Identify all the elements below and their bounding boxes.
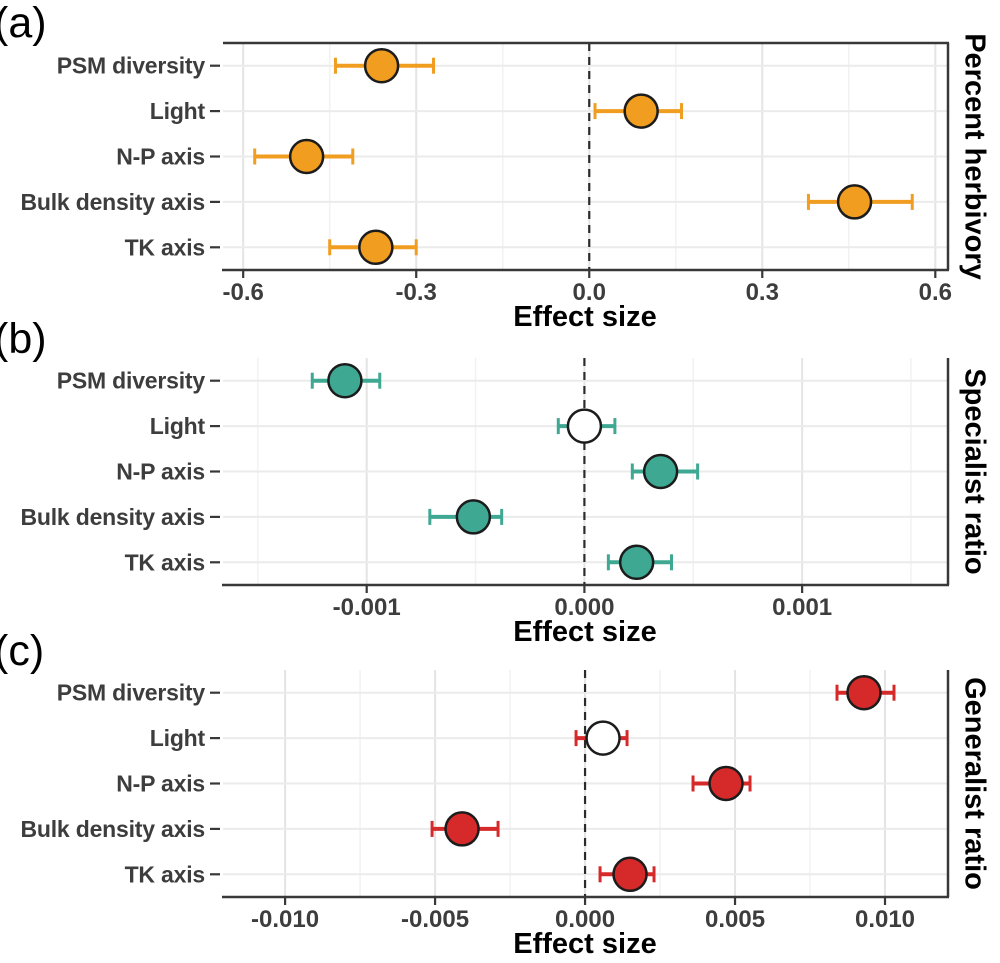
data-point bbox=[836, 184, 873, 220]
data-point bbox=[642, 453, 679, 490]
data-point bbox=[623, 93, 659, 129]
panel-b: -0.001 0.000 0.001 PSM diversity Light N-P ax… bbox=[20, 358, 950, 621]
x-tick-label: -0.001 bbox=[333, 594, 401, 621]
data-point bbox=[358, 229, 394, 266]
x-tick-label: 0.010 bbox=[855, 906, 915, 933]
category-label: PSM diversity bbox=[57, 53, 206, 79]
data-point bbox=[846, 674, 882, 711]
x-tick-label: 0.6 bbox=[919, 279, 952, 306]
data-point bbox=[288, 138, 325, 175]
category-label: Light bbox=[150, 413, 206, 439]
x-axis-label-a: Effect size bbox=[513, 301, 657, 333]
data-point bbox=[612, 856, 648, 893]
strip-label-percent-herbivory: Percent herbivory bbox=[958, 33, 991, 280]
x-tick-label: -0.6 bbox=[223, 279, 264, 306]
strip-label-generalist-ratio: Generalist ratio bbox=[958, 677, 991, 890]
data-point bbox=[566, 408, 603, 444]
category-label: Light bbox=[150, 725, 206, 751]
x-tick-label: 0.005 bbox=[705, 906, 765, 933]
x-tick-label: -0.010 bbox=[251, 906, 319, 933]
x-tick-label: 0.000 bbox=[554, 594, 614, 621]
x-tick-label: 0.001 bbox=[772, 594, 832, 621]
category-label: PSM diversity bbox=[57, 680, 206, 706]
x-tick-label: -0.005 bbox=[401, 906, 469, 933]
panel-c: -0.010 -0.005 0.000 0.005 0.010 PSM diversity… bbox=[20, 670, 950, 933]
category-label: Bulk density axis bbox=[20, 504, 205, 530]
data-point bbox=[444, 811, 480, 847]
data-point bbox=[327, 362, 363, 399]
x-tick-label: 0.0 bbox=[573, 279, 606, 306]
category-label: PSM diversity bbox=[57, 368, 206, 394]
data-point bbox=[618, 544, 655, 581]
category-label: TK axis bbox=[125, 861, 205, 887]
panel-a: -0.6 -0.3 0.0 0.3 0.6 PSM diversity Light N-P a… bbox=[20, 41, 952, 306]
data-point bbox=[708, 765, 744, 802]
category-label: N-P axis bbox=[116, 459, 205, 485]
data-point bbox=[363, 47, 400, 84]
x-tick-label: 0.000 bbox=[555, 906, 615, 933]
data-point bbox=[455, 499, 492, 535]
strip-label-specialist-ratio: Specialist ratio bbox=[958, 368, 991, 575]
category-label: Light bbox=[150, 98, 206, 124]
panel-letter-b: (b) bbox=[0, 315, 47, 363]
x-tick-label: -0.3 bbox=[396, 279, 437, 306]
category-label: Bulk density axis bbox=[20, 816, 205, 842]
data-point bbox=[585, 720, 621, 756]
category-label: TK axis bbox=[125, 549, 205, 575]
category-label: Bulk density axis bbox=[20, 189, 205, 215]
x-tick-label: 0.3 bbox=[746, 279, 779, 306]
x-axis-label-c: Effect size bbox=[513, 928, 657, 960]
x-axis-label-b: Effect size bbox=[513, 616, 657, 648]
category-label: N-P axis bbox=[116, 771, 205, 797]
panel-letter-a: (a) bbox=[0, 0, 47, 47]
category-label: TK axis bbox=[125, 234, 205, 260]
category-label: N-P axis bbox=[116, 144, 205, 170]
panel-letter-c: (c) bbox=[0, 627, 45, 675]
